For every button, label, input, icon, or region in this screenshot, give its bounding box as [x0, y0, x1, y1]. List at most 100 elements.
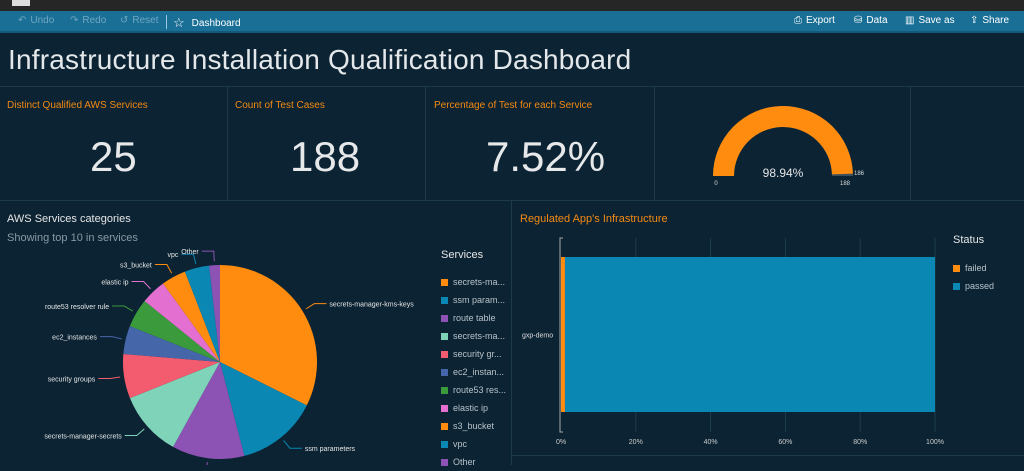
- legend-item[interactable]: route table: [441, 309, 506, 327]
- pie-slice[interactable]: [123, 353, 220, 399]
- legend-item[interactable]: elastic ip: [441, 399, 506, 417]
- pie-slice-label: elastic ip: [101, 280, 128, 287]
- pie-legend: secrets-ma... ssm param... route table secr…: [441, 273, 506, 471]
- legend-swatch: [441, 458, 448, 466]
- chart-icon: ▥: [905, 15, 915, 26]
- legend-label: security gr...: [453, 349, 502, 359]
- pie-leader-line: [201, 250, 215, 262]
- legend-label: ec2_instan...: [453, 367, 505, 377]
- legend-item[interactable]: secrets-ma...: [441, 327, 506, 345]
- page-title: Infrastructure Installation Qualificatio…: [8, 44, 632, 75]
- reset-button[interactable]: ↺ Reset: [120, 15, 159, 26]
- pie-leader-line: [98, 376, 121, 379]
- divider: [227, 86, 228, 200]
- x-tick-label: 80%: [853, 439, 867, 446]
- divider: [511, 200, 512, 465]
- save-as-button[interactable]: ▥ Save as: [905, 15, 955, 26]
- pie-title: AWS Services categories: [7, 213, 131, 225]
- bar-segment-failed[interactable]: [561, 257, 565, 412]
- legend-item[interactable]: ec2_instan...: [441, 363, 506, 381]
- undo-button[interactable]: ↶ Undo: [18, 15, 55, 26]
- pie-leader-line: [131, 281, 151, 290]
- pie-subtitle: Showing top 10 in services: [7, 232, 138, 244]
- legend-swatch: [441, 440, 448, 448]
- legend-item[interactable]: security gr...: [441, 345, 506, 363]
- pie-slice[interactable]: [173, 362, 245, 459]
- legend-label: route table: [453, 313, 496, 323]
- dashboard-favorite-button[interactable]: ☆ Dashboard: [173, 15, 241, 30]
- x-tick-label: 60%: [778, 439, 792, 446]
- toolbar-divider: [166, 15, 167, 29]
- pie-slice-label: s3_bucket: [120, 263, 152, 270]
- legend-item[interactable]: s3_bucket: [441, 417, 506, 435]
- pie-leader-line: [154, 264, 173, 274]
- x-tick-label: 20%: [629, 439, 643, 446]
- redo-button[interactable]: ↷ Redo: [70, 15, 107, 26]
- kpi-value: 188: [290, 133, 361, 180]
- legend-item[interactable]: Other: [441, 453, 506, 471]
- export-button[interactable]: ⎙ Export: [794, 15, 835, 26]
- pie-slice[interactable]: [220, 265, 317, 406]
- pie-slice[interactable]: [129, 362, 220, 447]
- legend-swatch: [441, 350, 448, 358]
- legend-item[interactable]: failed: [953, 259, 994, 277]
- gauge-percent: 98.94%: [763, 166, 804, 180]
- pie-slice-label: ssm parameters: [305, 446, 356, 453]
- share-icon: ⇪: [970, 15, 979, 26]
- kpi-label: Percentage of Test for each Service: [434, 100, 593, 111]
- legend-label: secrets-ma...: [453, 331, 506, 341]
- pie-slice[interactable]: [123, 326, 220, 362]
- bar-legend-title: Status: [953, 234, 985, 246]
- undo-icon: ↶: [18, 15, 27, 26]
- legend-item[interactable]: passed: [953, 277, 994, 295]
- pie-slice[interactable]: [184, 265, 220, 362]
- printer-icon: ⎙: [794, 15, 802, 26]
- legend-item[interactable]: route53 res...: [441, 381, 506, 399]
- legend-label: elastic ip: [453, 403, 489, 413]
- pie-slice-label: Other: [181, 249, 199, 256]
- pie-slice[interactable]: [163, 271, 220, 362]
- legend-item[interactable]: secrets-ma...: [441, 273, 506, 291]
- gauge-value-label: 186: [854, 171, 865, 177]
- gauge-max-label: 188: [840, 181, 851, 187]
- redo-icon: ↷: [70, 15, 79, 26]
- gauge-chart: 98.94% 0 188 186: [713, 106, 865, 187]
- pie-leader-line: [99, 336, 122, 340]
- divider: [0, 200, 1024, 201]
- legend-label: ssm param...: [453, 295, 506, 305]
- legend-item[interactable]: ssm param...: [441, 291, 506, 309]
- pie-slice-label: ec2_instances: [52, 335, 97, 342]
- pie-slice[interactable]: [144, 283, 220, 362]
- bar-chart: 0% 20% 40% 60% 80% 100% gxp-demo: [522, 237, 944, 446]
- pie-slice[interactable]: [129, 301, 220, 362]
- y-category-label: gxp-demo: [522, 333, 553, 340]
- pie-leader-line: [112, 305, 134, 312]
- legend-label: failed: [965, 263, 987, 273]
- legend-label: vpc: [453, 439, 468, 449]
- kpi-label: Count of Test Cases: [235, 100, 325, 111]
- legend-label: Other: [453, 457, 476, 467]
- pie-slice-label: vpc: [168, 252, 179, 259]
- kpi-value: 7.52%: [486, 133, 606, 180]
- pie-leader-line: [305, 303, 327, 310]
- pie-leader-line: [124, 428, 145, 436]
- pie-slice[interactable]: [209, 265, 220, 362]
- divider: [910, 86, 911, 200]
- legend-label: s3_bucket: [453, 421, 495, 431]
- pie-slice-label: secrets-manager-kms-keys: [329, 302, 414, 309]
- pie-leader-line: [283, 440, 302, 449]
- x-tick-label: 40%: [704, 439, 718, 446]
- x-tick-label: 100%: [926, 439, 944, 446]
- pie-leader-line: [181, 253, 197, 265]
- divider: [654, 86, 655, 200]
- legend-item[interactable]: vpc: [441, 435, 506, 453]
- gauge-min-label: 0: [714, 181, 718, 187]
- pie-chart: secrets-manager-kms-keys ssm parameters ro…: [44, 249, 414, 465]
- share-button[interactable]: ⇪ Share: [970, 15, 1010, 26]
- data-button[interactable]: ⛁ Data: [854, 15, 888, 26]
- legend-swatch: [441, 296, 448, 304]
- legend-swatch: [441, 386, 448, 394]
- legend-swatch: [441, 422, 448, 430]
- bar-segment-passed[interactable]: [564, 257, 935, 412]
- pie-slice[interactable]: [220, 362, 307, 456]
